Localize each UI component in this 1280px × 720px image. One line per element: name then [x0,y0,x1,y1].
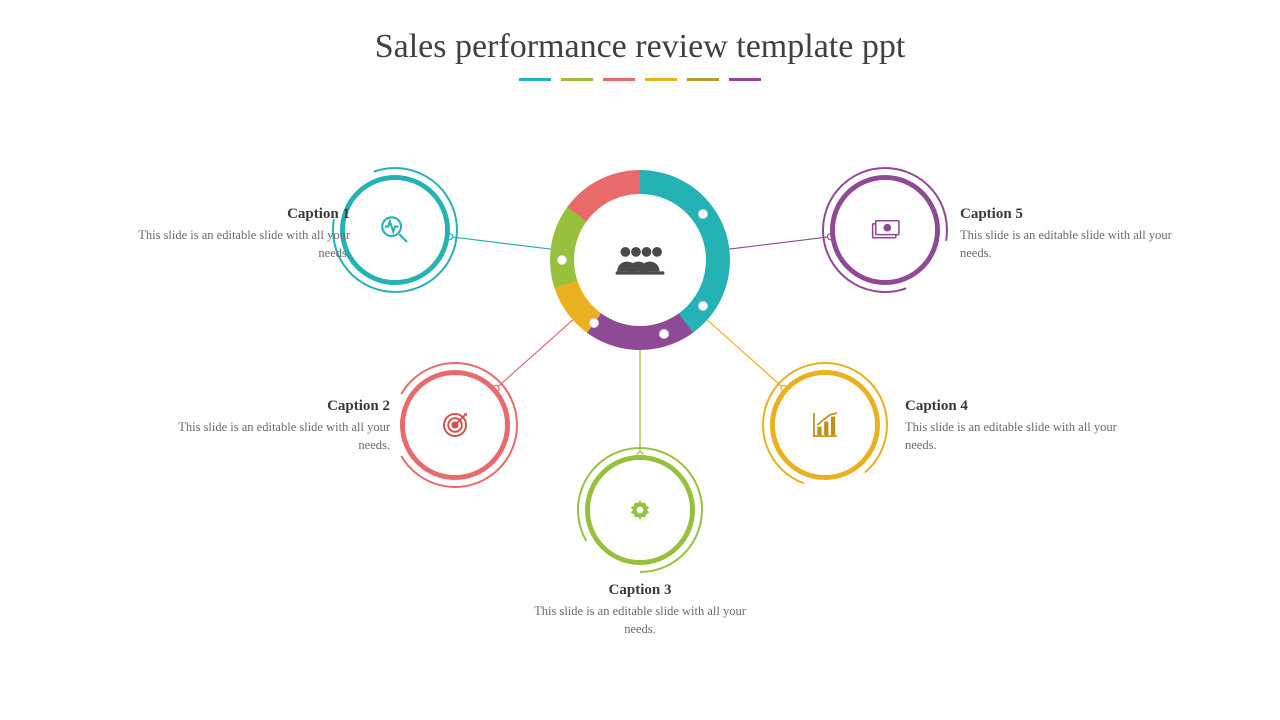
node-caption-4 [770,370,880,480]
hub-ring [550,170,730,350]
caption-text: This slide is an editable slide with all… [525,603,755,638]
caption-text: This slide is an editable slide with all… [120,227,350,262]
node-fill [775,375,875,475]
caption-title: Caption 1 [120,206,350,223]
node-caption-5 [830,175,940,285]
node-fill [345,180,445,280]
node-fill [405,375,505,475]
caption-block-1: Caption 1 This slide is an editable slid… [120,206,350,262]
caption-title: Caption 5 [960,206,1190,223]
node-caption-2 [400,370,510,480]
caption-block-2: Caption 2 This slide is an editable slid… [160,398,390,454]
caption-block-5: Caption 5 This slide is an editable slid… [960,206,1190,262]
node-fill [835,180,935,280]
diagram-stage: Caption 1 This slide is an editable slid… [0,0,1280,720]
caption-title: Caption 2 [160,398,390,415]
money-icon [868,213,902,247]
bar-chart-icon [808,408,842,442]
caption-text: This slide is an editable slide with all… [905,419,1135,454]
caption-text: This slide is an editable slide with all… [960,227,1190,262]
caption-block-4: Caption 4 This slide is an editable slid… [905,398,1135,454]
people-icon [614,241,666,279]
caption-title: Caption 3 [525,582,755,599]
caption-text: This slide is an editable slide with all… [160,419,390,454]
target-icon [438,408,472,442]
hub-center [574,194,706,326]
caption-title: Caption 4 [905,398,1135,415]
node-fill [590,460,690,560]
gear-icon [623,493,657,527]
node-caption-1 [340,175,450,285]
search-pulse-icon [378,213,412,247]
node-caption-3 [585,455,695,565]
caption-block-3: Caption 3 This slide is an editable slid… [525,582,755,638]
